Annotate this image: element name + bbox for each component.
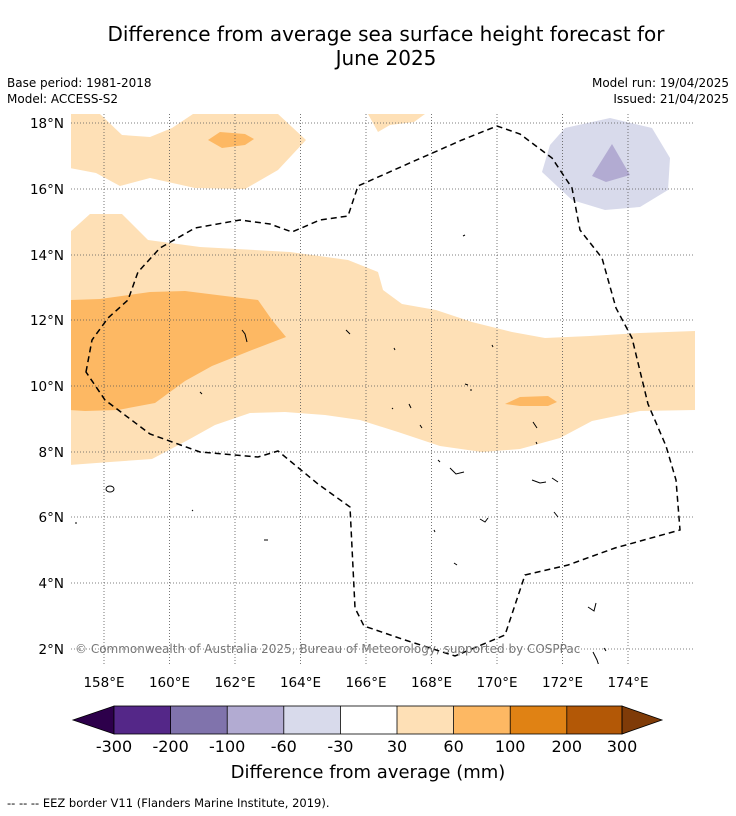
colorbar-segment: [283, 706, 341, 734]
islands: [75, 234, 607, 664]
colorbar-tick: 30: [387, 737, 407, 756]
colorbar-tick: -200: [152, 737, 188, 756]
map-title-line2: June 2025: [335, 46, 437, 70]
colorbar-dividers: [170, 706, 568, 734]
lon-label: 164°E: [280, 675, 321, 691]
colorbar-under-triangle: [71, 705, 115, 735]
colorbar-label: Difference from average (mm): [231, 762, 506, 783]
colorbar-over-triangle: [621, 705, 664, 735]
colorbar-tick: -300: [96, 737, 132, 756]
lon-labels: 158°E 160°E 162°E 164°E 166°E 168°E 170°…: [83, 675, 648, 691]
colorbar-tick: 100: [495, 737, 526, 756]
anomaly-region-negative-core: [592, 144, 630, 182]
lat-label: 14°N: [30, 248, 64, 264]
eez-border: [85, 125, 681, 657]
colorbar-segment: [170, 706, 228, 734]
lat-label: 12°N: [30, 313, 64, 329]
colorbar-tick: 200: [552, 737, 583, 756]
anomaly-region-30-60-northeast: [368, 114, 425, 132]
anomaly-region-60-100-east: [505, 396, 557, 406]
lat-label: 2°N: [39, 642, 64, 658]
colorbar-segment: [397, 706, 454, 734]
copyright-notice: © Commonwealth of Australia 2025, Bureau…: [75, 642, 580, 656]
meta-right: Model run: 19/04/2025 Issued: 21/04/2025: [592, 75, 729, 107]
colorbar-segment: [340, 706, 397, 734]
lon-label: 160°E: [149, 675, 190, 691]
colorbar-segment: [510, 706, 567, 734]
lat-label: 4°N: [39, 576, 64, 592]
colorbar-segment: [566, 706, 622, 734]
eez-legend-note: -- -- -- EEZ border V11 (Flanders Marine…: [7, 796, 330, 810]
map-title-line1: Difference from average sea surface heig…: [107, 22, 665, 46]
lon-label: 166°E: [345, 675, 386, 691]
colorbar-frame: [113, 705, 623, 735]
lat-label: 8°N: [39, 445, 64, 461]
colorbar-segment: [453, 706, 511, 734]
base-period: Base period: 1981-2018: [7, 76, 152, 90]
lon-label: 162°E: [214, 675, 255, 691]
lon-label: 172°E: [542, 675, 583, 691]
meta-left: Base period: 1981-2018 Model: ACCESS-S2: [7, 75, 152, 107]
colorbar: -300 -200 -100 -60 -30 30 60 100 200 300…: [71, 705, 664, 783]
colorbar-ticks: -300 -200 -100 -60 -30 30 60 100 200 300: [96, 737, 637, 756]
anomaly-region-60-100-north: [208, 132, 254, 148]
model-name: Model: ACCESS-S2: [7, 92, 119, 106]
colorbar-segment: [227, 706, 284, 734]
lon-label: 174°E: [607, 675, 648, 691]
lat-label: 10°N: [30, 379, 64, 395]
lat-label: 18°N: [30, 116, 64, 132]
issued-date: Issued: 21/04/2025: [613, 92, 729, 106]
colorbar-tick: -60: [271, 737, 297, 756]
lon-label: 170°E: [476, 675, 517, 691]
colorbar-tick: 300: [607, 737, 638, 756]
lon-label: 168°E: [411, 675, 452, 691]
anomaly-region-30-60-north: [71, 114, 306, 189]
map-area: [71, 114, 695, 664]
colorbar-tick: -30: [327, 737, 353, 756]
lat-labels: 18°N 16°N 14°N 12°N 10°N 8°N 6°N 4°N 2°N: [30, 116, 64, 658]
lat-label: 6°N: [39, 510, 64, 526]
model-run: Model run: 19/04/2025: [591, 76, 729, 90]
anomaly-region-60-100-west: [71, 291, 286, 411]
lon-label: 158°E: [83, 675, 124, 691]
map-title: Difference from average sea surface heig…: [60, 22, 712, 70]
colorbar-tick: -100: [209, 737, 245, 756]
grid-lines: [71, 114, 695, 664]
colorbar-segment: [114, 706, 171, 734]
colorbar-tick: 60: [443, 737, 463, 756]
lat-label: 16°N: [30, 182, 64, 198]
